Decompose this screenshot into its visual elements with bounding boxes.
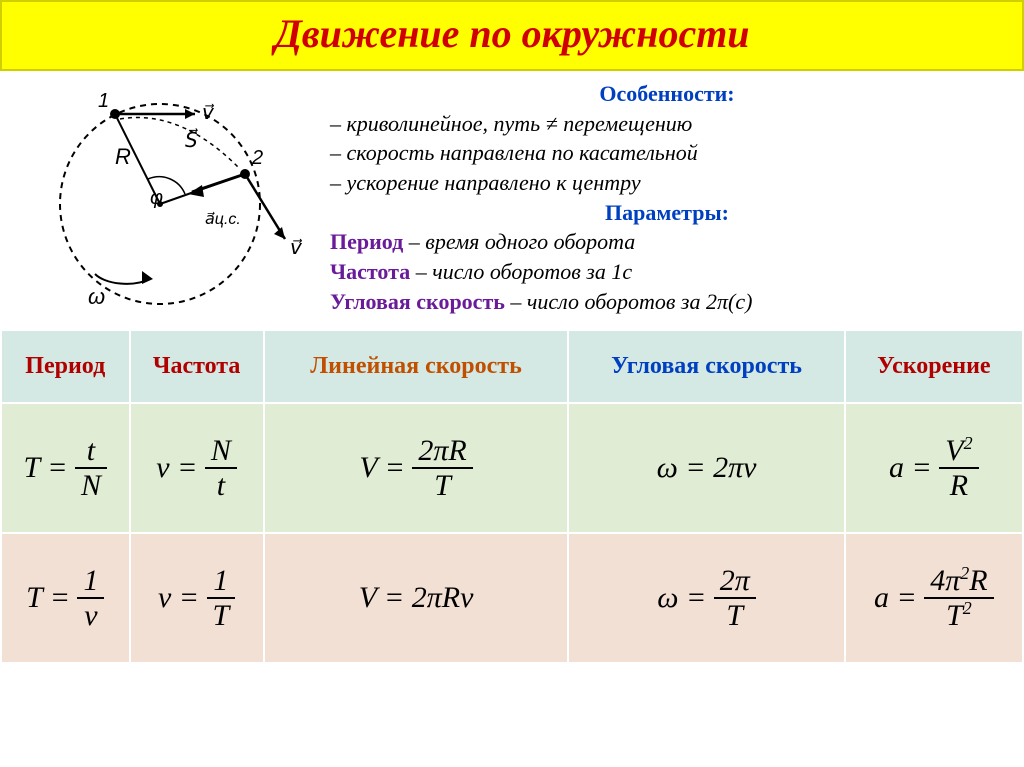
cell-r2c2: ν = 1T [130,533,264,663]
table-row: T = tN ν = Nt V = 2πRT ω = 2πν a = V2R [1,403,1023,533]
circle-diagram: 1 v⃗ 2 v⃗ a⃗ц.с. R S⃗ φ [20,79,320,319]
title-bar: Движение по окружности [0,0,1024,71]
param-2: Частота – число оборотов за 1с [330,257,1004,287]
param-3: Угловая скорость – число оборотов за 2π(… [330,287,1004,317]
param-1-label: Период [330,229,403,254]
label-v2: v⃗ [290,237,303,259]
param-3-desc: – число оборотов за 2π(с) [505,289,753,314]
th-linear: Линейная скорость [264,330,569,403]
label-R: R [115,144,131,169]
table-header-row: Период Частота Линейная скорость Угловая… [1,330,1023,403]
param-1-desc: – время одного оборота [403,229,635,254]
cell-r2c1: T = 1ν [1,533,130,663]
label-a: a⃗ц.с. [205,211,241,228]
top-section: 1 v⃗ 2 v⃗ a⃗ц.с. R S⃗ φ [0,71,1024,329]
label-omega: ω [88,284,105,309]
page-title: Движение по окружности [2,10,1022,57]
formula-table: Период Частота Линейная скорость Угловая… [0,329,1024,664]
label-phi: φ [150,187,163,209]
param-1: Период – время одного оборота [330,227,1004,257]
cell-r1c4: ω = 2πν [568,403,844,533]
param-2-label: Частота [330,259,410,284]
cell-r2c3: V = 2πRν [264,533,569,663]
feature-1: – криволинейное, путь ≠ перемещению [330,109,1004,139]
th-accel: Ускорение [845,330,1023,403]
cell-r1c2: ν = Nt [130,403,264,533]
label-1: 1 [98,90,109,112]
feature-2: – скорость направлена по касательной [330,138,1004,168]
label-S: S⃗ [185,127,198,152]
cell-r2c4: ω = 2πT [568,533,844,663]
cell-r1c3: V = 2πRT [264,403,569,533]
cell-r2c5: a = 4π2RT2 [845,533,1023,663]
feature-3: – ускорение направлено к центру [330,168,1004,198]
info-block: Особенности: – криволинейное, путь ≠ пер… [320,79,1004,319]
param-3-label: Угловая скорость [330,289,505,314]
param-2-desc: – число оборотов за 1с [410,259,632,284]
params-heading: Параметры: [330,198,1004,228]
th-period: Период [1,330,130,403]
th-angular: Угловая скорость [568,330,844,403]
label-v1: v⃗ [202,102,215,124]
cell-r1c1: T = tN [1,403,130,533]
features-heading: Особенности: [330,79,1004,109]
label-2: 2 [251,147,263,169]
th-freq: Частота [130,330,264,403]
cell-r1c5: a = V2R [845,403,1023,533]
table-row: T = 1ν ν = 1T V = 2πRν ω = 2πT a = 4π2RT… [1,533,1023,663]
